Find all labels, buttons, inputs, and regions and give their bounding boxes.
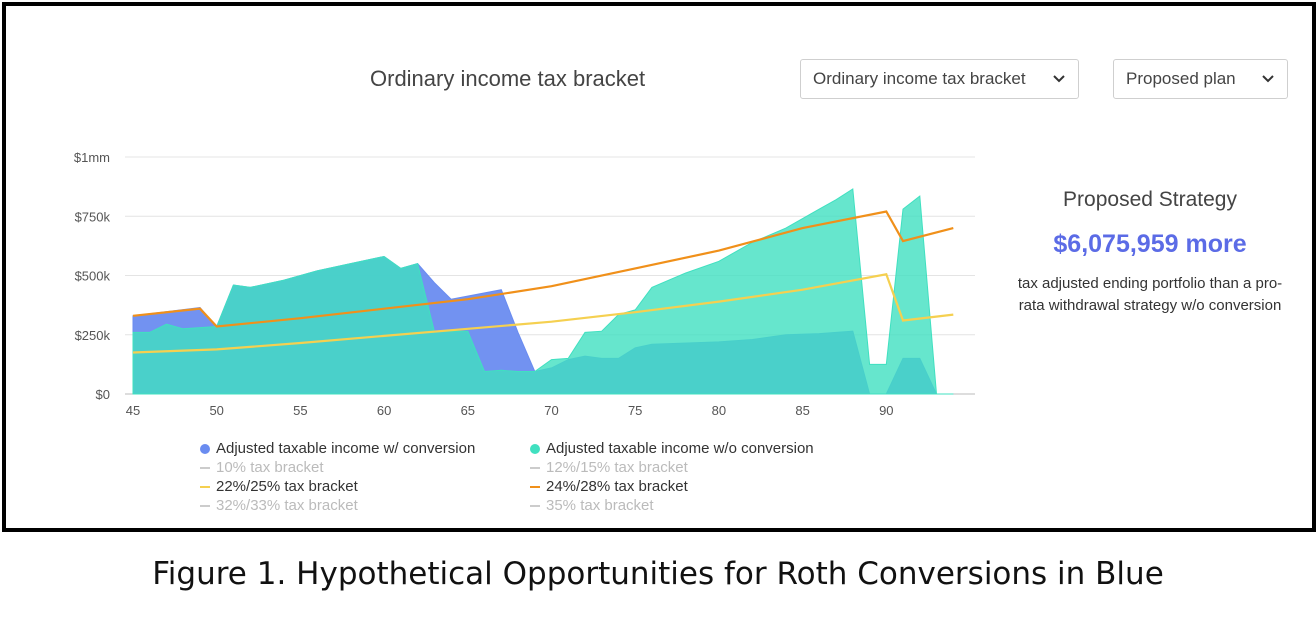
- x-tick-label: 80: [712, 403, 726, 418]
- legend-marker: [200, 466, 210, 469]
- legend-label: 12%/15% tax bracket: [546, 459, 688, 476]
- series-area-1: [132, 188, 954, 395]
- legend-marker: [530, 466, 540, 469]
- legend-marker: [200, 504, 210, 507]
- plan-select[interactable]: Proposed plan: [1113, 59, 1288, 99]
- legend-item[interactable]: 12%/15% tax bracket: [530, 459, 688, 476]
- x-tick-label: 45: [126, 403, 140, 418]
- strategy-description: tax adjusted ending portfolio than a pro…: [1017, 275, 1283, 314]
- legend-label: 22%/25% tax bracket: [216, 478, 358, 495]
- strategy-heading: Proposed Strategy: [1063, 188, 1237, 211]
- legend-item[interactable]: Adjusted taxable income w/ conversion: [200, 440, 475, 457]
- strategy-amount-suffix: more: [1185, 230, 1247, 258]
- x-tick-label: 50: [209, 403, 223, 418]
- plan-select-value: Proposed plan: [1126, 69, 1236, 88]
- strategy-amount: $6,075,959 more: [1005, 230, 1295, 259]
- figure-frame: [2, 2, 1316, 532]
- chevron-down-icon: [1261, 72, 1275, 86]
- y-tick-label: $250k: [75, 328, 111, 343]
- series-line-3: [132, 210, 954, 328]
- metric-select-value: Ordinary income tax bracket: [813, 69, 1026, 88]
- x-tick-label: 60: [377, 403, 391, 418]
- legend-marker: [200, 485, 210, 488]
- legend-label: Adjusted taxable income w/o conversion: [546, 440, 814, 457]
- legend-marker: [530, 443, 540, 454]
- legend-label: Adjusted taxable income w/ conversion: [216, 440, 476, 457]
- chevron-down-icon: [1052, 72, 1066, 86]
- legend-item[interactable]: 24%/28% tax bracket: [530, 478, 688, 495]
- legend-label: 10% tax bracket: [216, 459, 324, 476]
- strategy-amount-value: $6,075,959: [1053, 230, 1179, 258]
- x-tick-label: 85: [795, 403, 809, 418]
- legend-label: 24%/28% tax bracket: [546, 478, 688, 495]
- figure-caption: Figure 1. Hypothetical Opportunities for…: [152, 556, 1164, 592]
- y-tick-label: $1mm: [74, 150, 110, 165]
- legend-item[interactable]: 32%/33% tax bracket: [200, 497, 358, 514]
- strategy-panel: Proposed Strategy $6,075,959 more tax ad…: [1005, 188, 1295, 317]
- x-tick-label: 70: [544, 403, 558, 418]
- metric-select[interactable]: Ordinary income tax bracket: [800, 59, 1079, 99]
- legend-marker: [200, 443, 210, 454]
- x-tick-label: 65: [461, 403, 475, 418]
- y-tick-label: $500k: [75, 269, 111, 284]
- y-tick-label: $0: [96, 387, 110, 402]
- y-tick-label: $750k: [75, 209, 111, 224]
- legend-item[interactable]: Adjusted taxable income w/o conversion: [530, 440, 814, 457]
- legend-label: 35% tax bracket: [546, 497, 654, 514]
- x-tick-label: 75: [628, 403, 642, 418]
- chart-title: Ordinary income tax bracket: [370, 66, 646, 91]
- x-tick-label: 90: [879, 403, 893, 418]
- legend-item[interactable]: 10% tax bracket: [200, 459, 324, 476]
- legend-label: 32%/33% tax bracket: [216, 497, 358, 514]
- legend-marker: [530, 504, 540, 507]
- legend-marker: [530, 485, 540, 488]
- series-line-2: [132, 273, 954, 354]
- legend-item[interactable]: 22%/25% tax bracket: [200, 478, 358, 495]
- x-tick-label: 55: [293, 403, 307, 418]
- legend-item[interactable]: 35% tax bracket: [530, 497, 654, 514]
